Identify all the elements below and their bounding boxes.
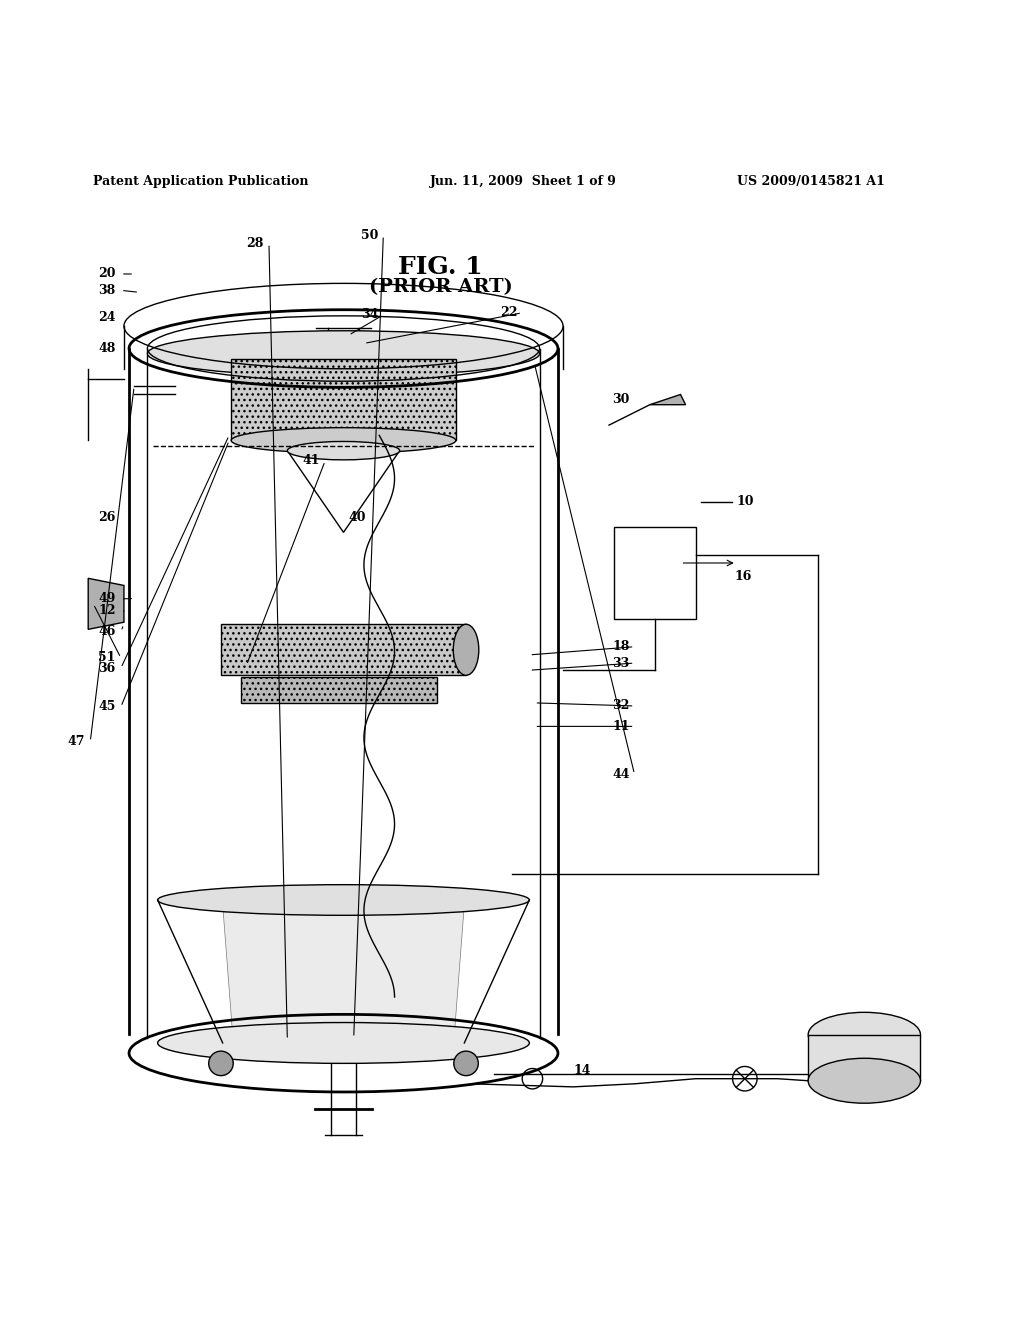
Text: (PRIOR ART): (PRIOR ART): [369, 279, 512, 296]
Bar: [614, 527, 696, 619]
Text: 11: 11: [612, 719, 630, 733]
Circle shape: [209, 1051, 233, 1076]
Ellipse shape: [808, 1059, 921, 1104]
Text: 47: 47: [68, 735, 85, 748]
Ellipse shape: [808, 1012, 921, 1057]
Text: 33: 33: [612, 656, 630, 669]
Ellipse shape: [158, 1023, 529, 1064]
Polygon shape: [222, 906, 464, 1038]
Text: 44: 44: [612, 768, 630, 781]
Text: 32: 32: [612, 700, 630, 713]
Text: 22: 22: [500, 306, 517, 319]
Ellipse shape: [147, 331, 540, 376]
Text: 34: 34: [360, 309, 378, 321]
Bar: [242, 677, 437, 702]
Text: 41: 41: [303, 454, 321, 467]
Ellipse shape: [288, 441, 399, 459]
Bar: [808, 1035, 921, 1081]
Text: 38: 38: [98, 284, 116, 297]
Text: 24: 24: [98, 312, 116, 325]
Text: 30: 30: [612, 393, 630, 407]
Text: 14: 14: [573, 1064, 591, 1077]
Text: 18: 18: [612, 640, 630, 653]
Polygon shape: [650, 395, 686, 405]
Circle shape: [454, 1051, 478, 1076]
Text: 48: 48: [98, 342, 116, 355]
Text: Jun. 11, 2009  Sheet 1 of 9: Jun. 11, 2009 Sheet 1 of 9: [430, 176, 617, 187]
Text: 40: 40: [348, 511, 367, 524]
Text: 28: 28: [247, 236, 264, 249]
Text: 36: 36: [98, 661, 116, 675]
Text: 10: 10: [736, 495, 754, 508]
Bar: [231, 359, 456, 441]
Text: 45: 45: [98, 701, 116, 714]
Text: 12: 12: [98, 605, 116, 618]
Text: 16: 16: [734, 570, 752, 582]
Text: 49: 49: [98, 593, 116, 606]
Polygon shape: [88, 578, 124, 630]
Text: 26: 26: [98, 511, 116, 524]
Text: 20: 20: [98, 268, 116, 280]
Ellipse shape: [158, 884, 529, 915]
Ellipse shape: [454, 624, 479, 676]
Text: 46: 46: [98, 624, 116, 638]
Bar: [221, 624, 466, 676]
Text: 51: 51: [98, 652, 116, 664]
Text: 50: 50: [360, 228, 378, 242]
Ellipse shape: [231, 428, 456, 453]
Text: FIG. 1: FIG. 1: [398, 255, 483, 279]
Text: Patent Application Publication: Patent Application Publication: [93, 176, 309, 187]
Text: US 2009/0145821 A1: US 2009/0145821 A1: [736, 176, 885, 187]
